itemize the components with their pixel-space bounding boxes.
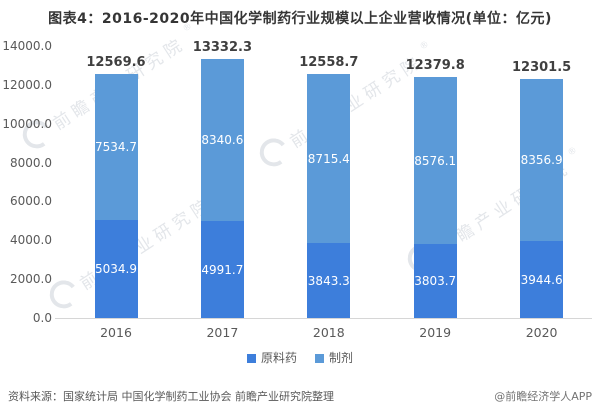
watermark-logo-icon: [258, 136, 290, 168]
legend-label-preparation: 制剂: [329, 351, 354, 365]
chart-title: 图表4：2016-2020年中国化学制药行业规模以上企业营收情况(单位：亿元): [48, 11, 552, 27]
y-axis-tick-label: 14000.0: [2, 39, 52, 53]
x-axis-tick-label: 2018: [312, 325, 345, 340]
bar-segment-preparation: 7534.7: [94, 73, 138, 221]
legend: 原料药 制剂: [0, 350, 600, 366]
legend-item-raw-material: 原料药: [246, 350, 297, 366]
bar-value-label-raw-material: 3803.7: [414, 274, 457, 289]
data-source-note: 资料来源：国家统计局 中国化学制药工业协会 前瞻产业研究院整理: [8, 390, 334, 403]
bar-value-label-preparation: 8576.1: [414, 153, 457, 168]
bar-value-label-preparation: 8356.9: [520, 153, 563, 168]
bar-value-label-raw-material: 3944.6: [520, 272, 563, 287]
watermark-logo-icon: [48, 278, 80, 310]
x-axis-tick-label: 2019: [419, 325, 452, 340]
bar-total-label: 12379.8: [405, 58, 465, 74]
bar-segment-raw-material: 3803.7: [413, 244, 457, 318]
y-axis-tick-label: 12000.0: [2, 77, 52, 92]
watermark-registered-mark: ®: [566, 145, 580, 159]
brand-credit: @前瞻经济学人APP: [494, 390, 592, 403]
bar-segment-preparation: 8715.4: [307, 74, 351, 244]
legend-swatch-preparation-icon: [315, 353, 324, 363]
bar-segment-raw-material: 5034.9: [94, 220, 138, 318]
y-axis-tick-label: 6000.0: [10, 194, 52, 209]
bar-total-label: 12569.6: [86, 54, 146, 70]
bar-segment-raw-material: 3843.3: [307, 243, 351, 318]
x-axis-line: [55, 318, 592, 319]
bar-segment-raw-material: 4991.7: [200, 221, 244, 318]
y-axis-tick-label: 2000.0: [10, 272, 52, 287]
bar-value-label-raw-material: 4991.7: [201, 262, 244, 277]
bar-value-label-preparation: 8340.6: [201, 132, 244, 147]
x-axis-tick-label: 2017: [206, 325, 239, 340]
bar-value-label-preparation: 7534.7: [95, 139, 137, 154]
legend-label-raw-material: 原料药: [260, 351, 297, 365]
y-axis-tick-label: 4000.0: [10, 233, 52, 248]
watermark-registered-mark: ®: [181, 21, 195, 35]
bar-segment-preparation: 8356.9: [520, 78, 564, 242]
legend-item-preparation: 制剂: [315, 350, 353, 366]
footer: 资料来源：国家统计局 中国化学制药工业协会 前瞻产业研究院整理 @前瞻经济学人A…: [0, 388, 600, 404]
x-axis-tick-label: 2020: [525, 325, 558, 340]
y-axis-tick-label: 10000.0: [2, 116, 52, 131]
bar-total-label: 12301.5: [511, 59, 572, 75]
watermark-registered-mark: ®: [418, 39, 432, 53]
bar-total-label: 13332.3: [192, 39, 252, 55]
bar-value-label-raw-material: 5034.9: [95, 262, 137, 277]
bar-value-label-raw-material: 3843.3: [307, 273, 350, 288]
y-axis-tick-label: 8000.0: [10, 155, 52, 170]
x-axis-tick-label: 2016: [100, 325, 132, 340]
bar-value-label-preparation: 8715.4: [307, 151, 350, 166]
y-axis-tick-label: 0.0: [32, 311, 52, 325]
bar-segment-preparation: 8340.6: [200, 58, 244, 221]
bar-total-label: 12558.7: [299, 55, 359, 70]
bar-segment-preparation: 8576.1: [413, 77, 457, 245]
legend-swatch-raw-material-icon: [246, 353, 256, 363]
bar-segment-raw-material: 3944.6: [520, 241, 564, 318]
